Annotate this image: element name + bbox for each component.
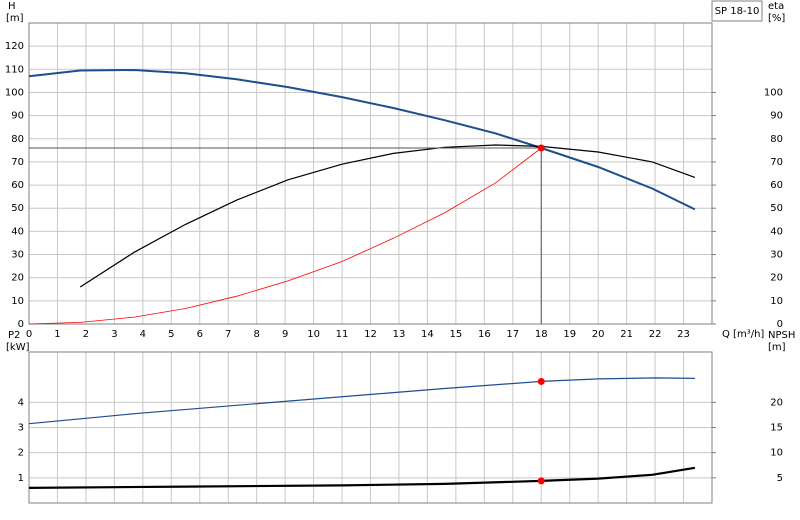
x-tick-label: 21 xyxy=(620,329,633,340)
y-axis-label: P2 xyxy=(8,330,20,341)
curve xyxy=(28,68,696,211)
y-tick-label: 2 xyxy=(18,448,24,459)
y-tick-label: 70 xyxy=(11,157,24,168)
legend-box xyxy=(711,0,763,22)
curve xyxy=(79,144,696,288)
y-tick-label: 1 xyxy=(18,473,24,484)
x-tick-label: 3 xyxy=(111,329,117,340)
x-tick-label: 19 xyxy=(563,329,576,340)
y-tick-label: 120 xyxy=(5,41,24,52)
x-tick-label: 6 xyxy=(197,329,203,340)
x-axis-label: Q [m³/h] xyxy=(722,329,764,340)
y-axis-label: H xyxy=(8,1,16,12)
y2-axis-label: eta xyxy=(768,1,784,12)
x-tick-label: 2 xyxy=(83,329,89,340)
y-tick-label: 80 xyxy=(11,134,24,145)
y2-tick-label: 100 xyxy=(764,87,783,98)
x-tick-label: 18 xyxy=(535,329,548,340)
x-tick-label: 15 xyxy=(450,329,463,340)
y-tick-label: 20 xyxy=(11,273,24,284)
x-tick-label: 22 xyxy=(649,329,662,340)
x-tick-label: 7 xyxy=(225,329,231,340)
y2-tick-label: 40 xyxy=(770,226,783,237)
y-tick-label: 4 xyxy=(18,397,24,408)
y2-tick-label: 10 xyxy=(770,448,783,459)
y-axis-unit: [m] xyxy=(6,13,24,24)
x-tick-label: 16 xyxy=(478,329,491,340)
y2-axis-label: NPSH xyxy=(768,330,795,341)
duty-point xyxy=(537,377,545,385)
x-tick-label: 8 xyxy=(253,329,259,340)
x-tick-label: 0 xyxy=(26,329,32,340)
y2-tick-label: 15 xyxy=(770,423,783,434)
legend-label: SP 18-10 xyxy=(715,6,760,17)
curve xyxy=(28,377,695,425)
plot-frame xyxy=(28,22,713,325)
y2-axis-unit: [%] xyxy=(768,13,785,24)
y2-tick-label: 80 xyxy=(770,134,783,145)
x-tick-label: 1 xyxy=(54,329,60,340)
y-tick-label: 40 xyxy=(11,226,24,237)
x-tick-label: 23 xyxy=(677,329,690,340)
plot-frame xyxy=(28,351,713,504)
y-axis-unit: [kW] xyxy=(6,342,30,353)
x-tick-label: 10 xyxy=(307,329,320,340)
y-tick-label: 100 xyxy=(5,87,24,98)
y-tick-label: 0 xyxy=(18,319,24,330)
y2-tick-label: 5 xyxy=(777,473,783,484)
y-tick-label: 3 xyxy=(18,423,24,434)
curve xyxy=(28,147,542,325)
y2-tick-label: 20 xyxy=(770,273,783,284)
y2-tick-label: 70 xyxy=(770,157,783,168)
y2-tick-label: 0 xyxy=(777,319,783,330)
y-tick-label: 90 xyxy=(11,111,24,122)
x-tick-label: 5 xyxy=(168,329,174,340)
y2-tick-label: 10 xyxy=(770,296,783,307)
y2-tick-label: 20 xyxy=(770,397,783,408)
duty-point xyxy=(537,144,545,152)
x-tick-label: 20 xyxy=(592,329,605,340)
y2-tick-label: 50 xyxy=(770,203,783,214)
x-tick-label: 14 xyxy=(421,329,434,340)
duty-point xyxy=(537,477,545,485)
x-tick-label: 13 xyxy=(393,329,406,340)
x-tick-label: 9 xyxy=(282,329,288,340)
y-tick-label: 110 xyxy=(5,64,24,75)
x-tick-label: 12 xyxy=(364,329,377,340)
x-tick-label: 11 xyxy=(336,329,349,340)
y2-axis-unit: [m] xyxy=(768,342,786,353)
y2-tick-label: 90 xyxy=(770,111,783,122)
y-tick-label: 60 xyxy=(11,180,24,191)
y2-tick-label: 30 xyxy=(770,250,783,261)
x-tick-label: 4 xyxy=(140,329,146,340)
y2-tick-label: 60 xyxy=(770,180,783,191)
y-tick-label: 30 xyxy=(11,250,24,261)
y-tick-label: 50 xyxy=(11,203,24,214)
x-tick-label: 17 xyxy=(506,329,519,340)
curve xyxy=(28,466,696,489)
y-tick-label: 10 xyxy=(11,296,24,307)
